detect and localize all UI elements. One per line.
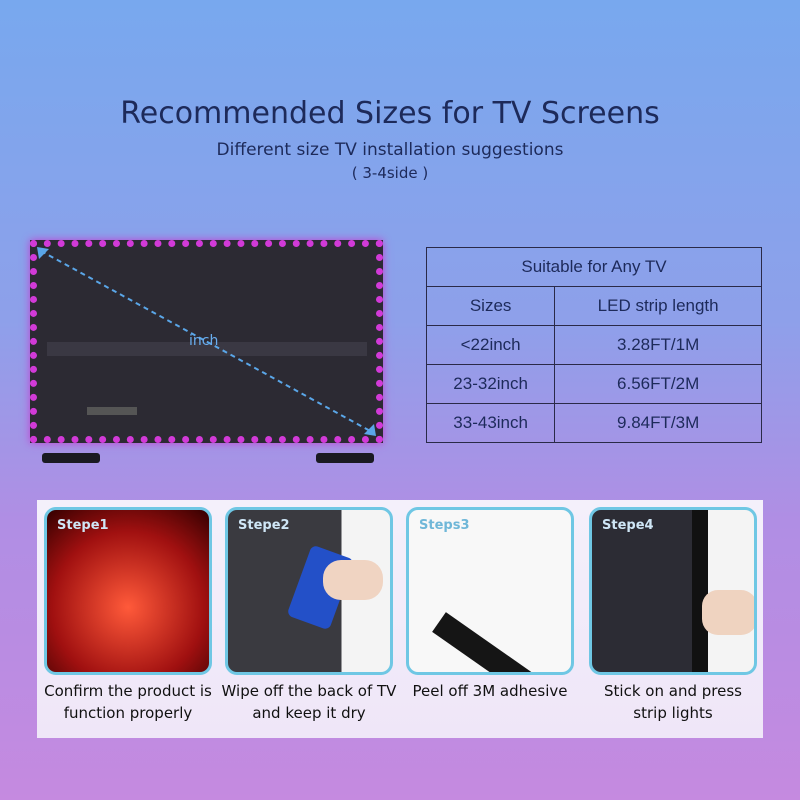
table-title: Suitable for Any TV — [426, 247, 762, 287]
cell: 33-43inch — [425, 403, 556, 443]
tv-illustration: inch — [30, 240, 383, 443]
page-title: Recommended Sizes for TV Screens — [120, 96, 660, 131]
table-row: <22inch 3.28FT/1M — [425, 325, 762, 365]
table-row: 33-43inch 9.84FT/3M — [425, 403, 762, 443]
tv-stand-right — [316, 453, 374, 463]
step-label: Stepe4 — [602, 518, 654, 533]
step-3-image: Steps3 — [406, 507, 574, 675]
cell: 23-32inch — [425, 364, 556, 404]
step-3-caption: Peel off 3M adhesive — [412, 682, 568, 700]
tv-stand-left — [42, 453, 100, 463]
step-1-caption: Confirm the product is function properly — [44, 682, 212, 722]
size-table: Suitable for Any TV Sizes LED strip lengt… — [425, 247, 762, 443]
table-row: 23-32inch 6.56FT/2M — [425, 364, 762, 404]
diagonal-label: inch — [189, 333, 219, 349]
table-header-row: Sizes LED strip length — [425, 286, 762, 326]
step-4-image: Stepe4 — [589, 507, 757, 675]
cell: 6.56FT/2M — [554, 364, 762, 404]
step-4-caption: Stick on and press strip lights — [604, 682, 742, 722]
header-sizes: Sizes — [425, 286, 556, 326]
header-length: LED strip length — [554, 286, 762, 326]
subtitle: Different size TV installation suggestio… — [216, 140, 564, 160]
step-2-caption: Wipe off the back of TV and keep it dry — [221, 682, 397, 722]
cell: 3.28FT/1M — [554, 325, 762, 365]
cell: 9.84FT/3M — [554, 403, 762, 443]
diagonal-arrow-icon — [37, 247, 376, 436]
steps-panel: Stepe1 Stepe2 Steps3 Stepe4 Confirm the … — [37, 500, 763, 738]
cell: <22inch — [425, 325, 556, 365]
step-label: Stepe1 — [57, 518, 109, 533]
step-label: Steps3 — [419, 518, 470, 533]
step-label: Stepe2 — [238, 518, 290, 533]
step-1-image: Stepe1 — [44, 507, 212, 675]
step-2-image: Stepe2 — [225, 507, 393, 675]
sides-note: ( 3-4side ) — [351, 164, 429, 182]
